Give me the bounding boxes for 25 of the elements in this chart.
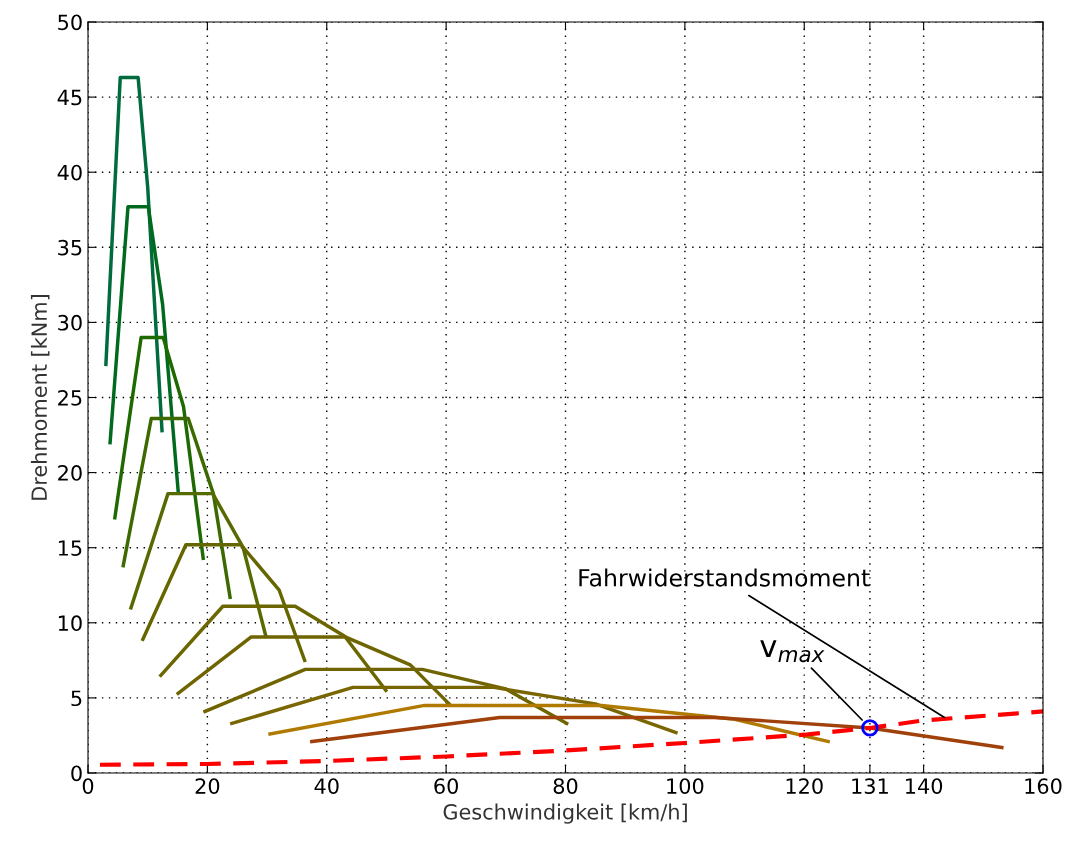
y-tick-label: 40	[57, 164, 82, 181]
y-tick-label: 25	[58, 389, 82, 406]
x-tick-label: 100	[667, 778, 704, 794]
x-tick-label: 60	[434, 778, 458, 794]
y-tick-label: 35	[58, 239, 82, 256]
x-tick-label: 20	[195, 778, 220, 794]
x-tick-label: 140	[906, 778, 943, 794]
y-tick-label: 15	[58, 540, 82, 556]
y-axis-title: Drehmoment [kNm]	[30, 295, 50, 500]
x-tick-label: 80	[553, 778, 578, 794]
y-tick-label: 0	[71, 765, 82, 782]
x-tick-label: 131	[852, 778, 888, 794]
annotation: v$_{max}$	[760, 640, 825, 663]
y-tick-label: 20	[58, 465, 82, 481]
y-tick-label: 50	[58, 14, 82, 31]
y-tick-label: 5	[71, 690, 82, 707]
x-tick-label: 0	[82, 778, 94, 794]
annotation: Fahrwiderstandsmoment	[579, 568, 870, 587]
y-tick-label: 10	[58, 615, 82, 632]
x-tick-label: 120	[786, 778, 823, 794]
y-tick-label: 30	[58, 314, 82, 331]
x-tick-label: 160	[1025, 778, 1062, 794]
y-tick-label: 45	[57, 89, 82, 106]
x-axis-title: Geschwindigkeit [km/h]	[443, 803, 687, 824]
x-tick-label: 40	[314, 778, 339, 794]
